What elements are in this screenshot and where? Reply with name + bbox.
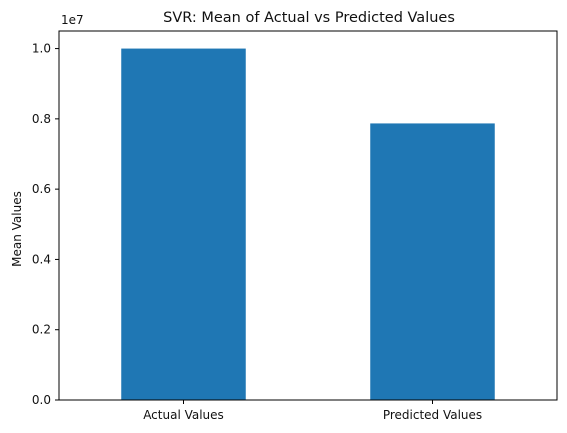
y-axis-label: Mean Values xyxy=(10,191,24,267)
y-tick-label-3: 0.6 xyxy=(32,182,51,196)
x-tick-label-1: Predicted Values xyxy=(383,408,482,422)
chart-title: SVR: Mean of Actual vs Predicted Values xyxy=(163,10,455,26)
plot-area: 0.0 0.2 0.4 0.6 0.8 1.0 Actual Values Predicte… xyxy=(32,30,558,422)
bars xyxy=(121,48,495,400)
y-tick-label-0: 0.0 xyxy=(32,393,51,407)
x-tick-label-0: Actual Values xyxy=(143,408,224,422)
y-tick-label-1: 0.2 xyxy=(32,323,51,337)
plot-frame xyxy=(58,30,558,401)
x-axis: Actual Values Predicted Values xyxy=(143,400,482,422)
y-tick-label-2: 0.4 xyxy=(32,252,51,266)
y-axis-offset-label: 1e7 xyxy=(61,13,84,27)
y-tick-label-5: 1.0 xyxy=(32,42,51,56)
bar-predicted-values xyxy=(370,123,495,400)
y-axis: 0.0 0.2 0.4 0.6 0.8 1.0 xyxy=(32,42,59,407)
y-tick-label-4: 0.8 xyxy=(32,112,51,126)
bar-actual-values xyxy=(121,48,246,400)
